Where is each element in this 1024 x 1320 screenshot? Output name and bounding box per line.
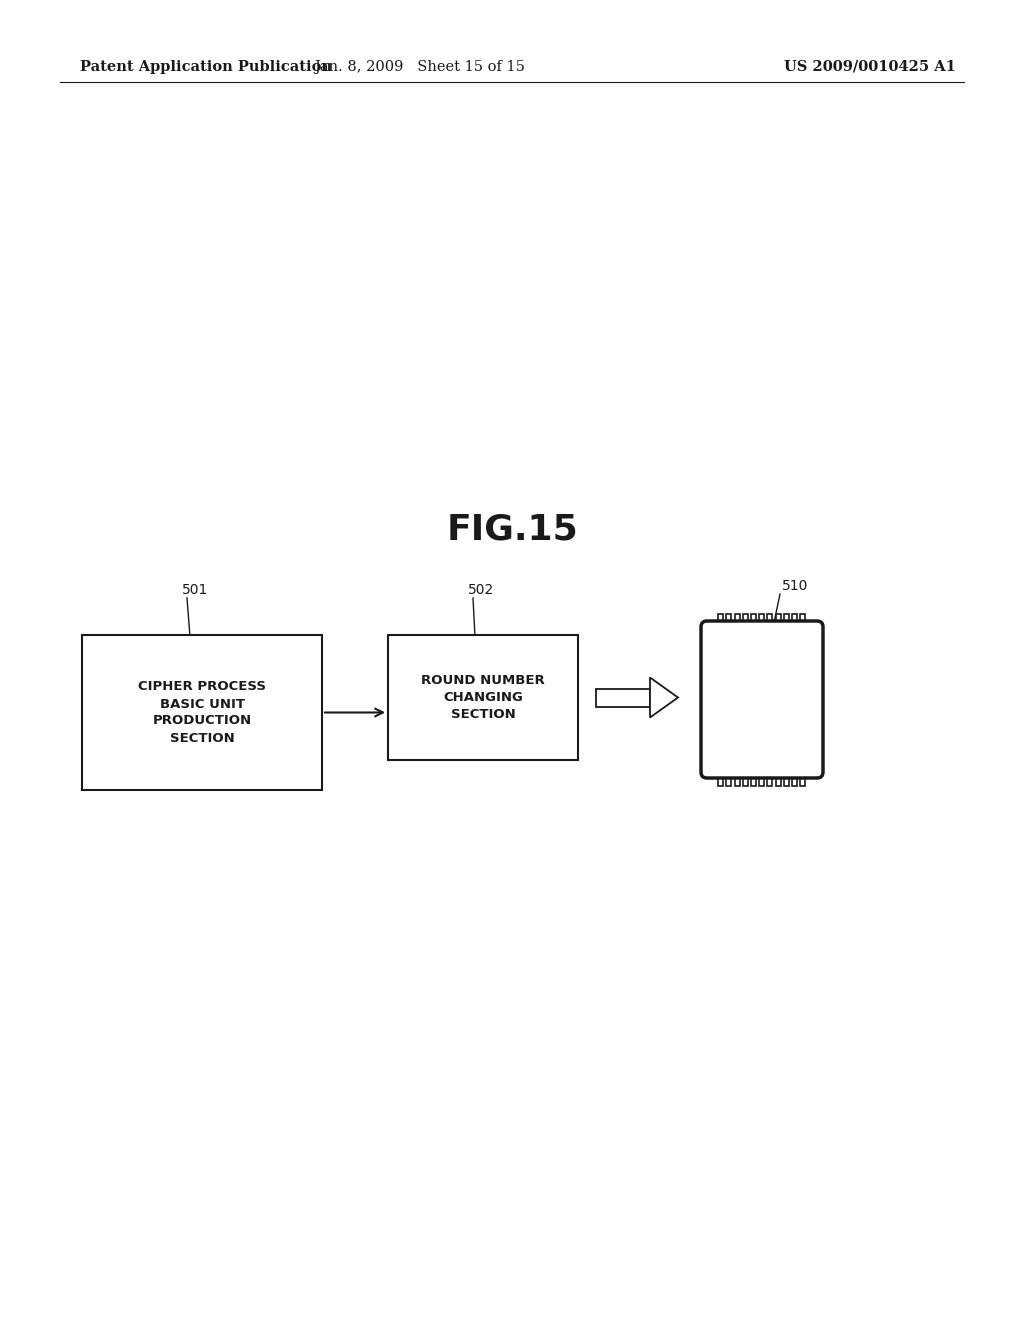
Bar (388, 635, 578, 760)
Bar (759, 614, 764, 628)
Bar (767, 772, 772, 785)
Bar (792, 772, 797, 785)
Bar (718, 772, 723, 785)
Text: ROUND NUMBER
CHANGING
SECTION: ROUND NUMBER CHANGING SECTION (421, 675, 545, 721)
Text: 510: 510 (782, 579, 808, 593)
Bar (734, 614, 739, 628)
Bar (767, 614, 772, 628)
Bar (775, 614, 780, 628)
Text: FIG.15: FIG.15 (446, 513, 578, 546)
Bar (775, 772, 780, 785)
FancyBboxPatch shape (701, 620, 823, 777)
Bar (734, 772, 739, 785)
Text: Patent Application Publication: Patent Application Publication (80, 59, 332, 74)
Bar (742, 772, 748, 785)
Polygon shape (650, 677, 678, 718)
Text: US 2009/0010425 A1: US 2009/0010425 A1 (784, 59, 956, 74)
Bar (759, 772, 764, 785)
Bar (800, 772, 805, 785)
Text: Jan. 8, 2009   Sheet 15 of 15: Jan. 8, 2009 Sheet 15 of 15 (314, 59, 525, 74)
Bar (742, 614, 748, 628)
Bar (726, 772, 731, 785)
Bar (596, 689, 650, 706)
Text: CIPHER PROCESS
BASIC UNIT
PRODUCTION
SECTION: CIPHER PROCESS BASIC UNIT PRODUCTION SEC… (138, 681, 266, 744)
Bar (726, 614, 731, 628)
Bar (783, 614, 788, 628)
Text: 501: 501 (182, 583, 208, 597)
Bar (792, 614, 797, 628)
Bar (800, 614, 805, 628)
Bar (718, 614, 723, 628)
Bar (82, 635, 322, 789)
Bar (751, 614, 756, 628)
Bar (783, 772, 788, 785)
Text: 502: 502 (468, 583, 495, 597)
Bar (751, 772, 756, 785)
